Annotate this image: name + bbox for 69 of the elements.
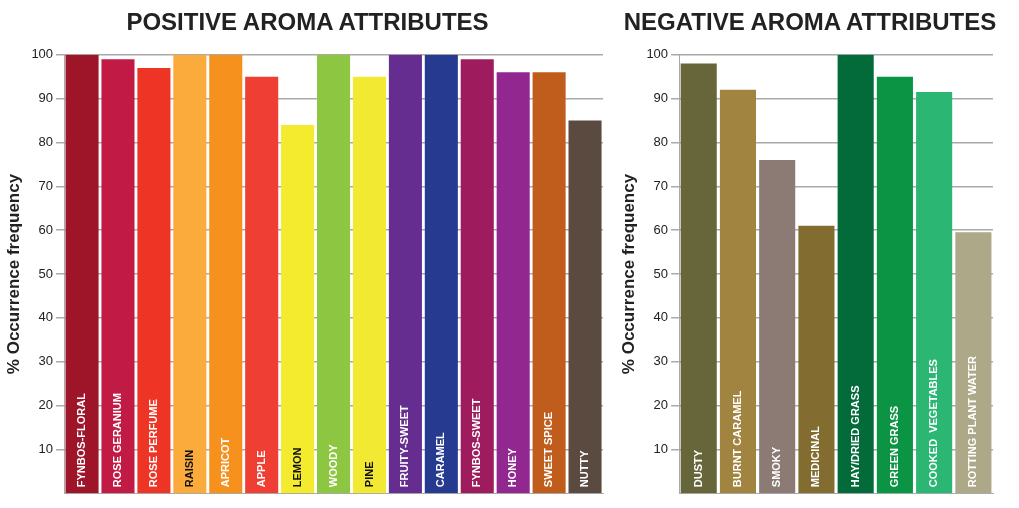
- bar: [496, 72, 530, 494]
- y-tick-label: 20: [653, 397, 669, 413]
- bar: [916, 92, 953, 494]
- x-tick-label: COOKED VEGETABLES: [927, 359, 940, 488]
- y-tick-label: 80: [38, 134, 54, 150]
- y-tick-label: 20: [38, 397, 54, 413]
- bar: [460, 59, 494, 494]
- bar: [137, 67, 171, 494]
- x-tick-label: GREEN GRASS: [887, 405, 900, 488]
- y-tick-label: 10: [653, 440, 669, 456]
- bar: [837, 54, 874, 494]
- x-tick-label: ROSE PERFUME: [146, 399, 159, 488]
- x-tick-label: BURNT CARAMEL: [730, 390, 743, 488]
- y-tick-label: 80: [653, 134, 669, 150]
- y-tick-label: 70: [653, 177, 669, 193]
- bar: [719, 89, 756, 494]
- x-tick-label: HONEY: [506, 447, 519, 488]
- bar: [173, 54, 207, 494]
- x-tick-label: APRICOT: [218, 437, 231, 488]
- y-tick-label: 100: [646, 46, 669, 62]
- y-tick-label: 30: [653, 353, 669, 369]
- x-tick-label: APPLE: [254, 450, 267, 488]
- x-tick-label: SWEET SPICE: [542, 412, 555, 488]
- bar: [281, 124, 315, 494]
- x-tick-label: PINE: [362, 461, 375, 488]
- x-tick-label: CARAMEL: [434, 431, 447, 488]
- x-tick-label: FYNBOS-SWEET: [470, 398, 483, 488]
- x-tick-label: ROSE GERANIUM: [111, 393, 124, 488]
- x-tick-label: WOODY: [326, 443, 339, 488]
- y-tick-label: 40: [38, 309, 54, 325]
- y-tick-label: 60: [653, 221, 669, 237]
- bar: [568, 120, 602, 494]
- bar: [955, 232, 992, 494]
- bar: [245, 76, 279, 494]
- y-tick-label: 100: [31, 46, 54, 62]
- y-tick-label: 70: [38, 177, 54, 193]
- bar: [388, 54, 422, 494]
- x-tick-label: ROTTING PLANT WATER: [966, 355, 979, 488]
- y-tick-label: 10: [38, 440, 54, 456]
- y-tick-label: 90: [653, 90, 669, 106]
- y-tick-label: 40: [653, 309, 669, 325]
- x-tick-label: MEDICINAL: [809, 425, 822, 488]
- x-tick-label: FRUITY-SWEET: [398, 405, 411, 488]
- bar: [680, 63, 717, 494]
- bar: [424, 54, 458, 494]
- x-tick-label: FYNBOS-FLORAL: [75, 392, 88, 488]
- y-tick-label: 50: [653, 265, 669, 281]
- bar: [759, 160, 796, 494]
- y-axis-title: % Occurrence frequency: [3, 173, 23, 375]
- bar: [352, 76, 386, 494]
- bar: [876, 76, 913, 494]
- bar: [101, 59, 135, 494]
- x-tick-label: RAISIN: [182, 449, 195, 488]
- bar: [209, 54, 243, 494]
- y-tick-label: 30: [38, 353, 54, 369]
- chart-title: NEGATIVE AROMA ATTRIBUTES: [622, 7, 998, 37]
- x-tick-label: DUSTY: [691, 449, 704, 488]
- x-tick-label: LEMON: [290, 447, 303, 488]
- y-tick-label: 90: [38, 90, 54, 106]
- bar: [317, 54, 351, 494]
- x-tick-label: HAY/DRIED GRASS: [848, 385, 861, 488]
- y-axis-title: % Occurrence frequency: [618, 173, 638, 375]
- x-tick-label: SMOKY: [770, 446, 783, 488]
- bar: [532, 72, 566, 494]
- bar: [798, 225, 835, 494]
- x-tick-label: NUTTY: [578, 449, 591, 488]
- y-tick-label: 50: [38, 265, 54, 281]
- y-tick-label: 60: [38, 221, 54, 237]
- chart-title: POSITIVE AROMA ATTRIBUTES: [125, 7, 490, 37]
